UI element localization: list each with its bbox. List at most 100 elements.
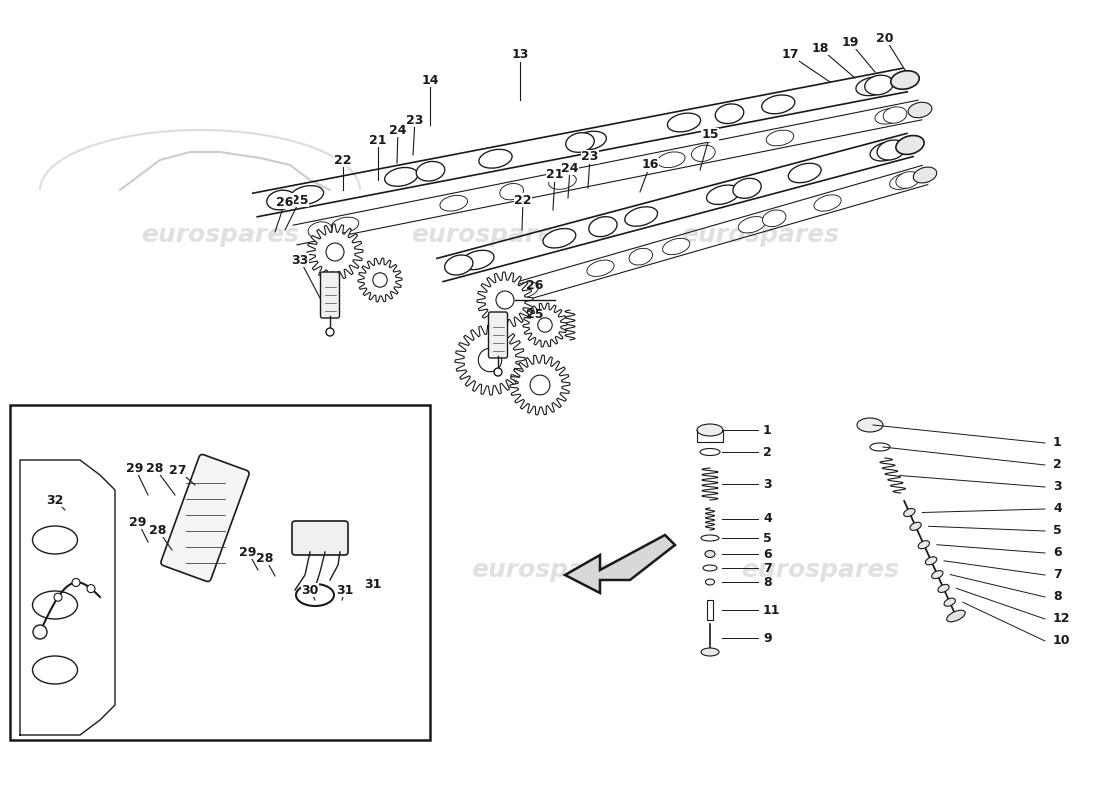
Ellipse shape [33,591,77,619]
Text: 29: 29 [240,546,256,558]
Text: 2: 2 [1053,458,1062,471]
Text: 29: 29 [126,462,144,474]
Text: 17: 17 [781,49,799,62]
Ellipse shape [883,107,906,123]
Text: 24: 24 [561,162,579,174]
Bar [707,600,713,620]
Ellipse shape [870,443,890,451]
Text: 33: 33 [292,254,309,266]
Text: 22: 22 [334,154,352,166]
Text: 25: 25 [292,194,309,206]
Ellipse shape [697,424,723,436]
FancyBboxPatch shape [292,521,348,555]
Text: 4: 4 [763,513,772,526]
Ellipse shape [909,102,932,118]
Ellipse shape [461,250,494,270]
Ellipse shape [701,535,719,541]
Text: 5: 5 [1053,525,1062,538]
Text: 11: 11 [763,603,781,617]
Text: 21: 21 [547,169,563,182]
Text: 30: 30 [301,583,319,597]
Ellipse shape [573,131,606,150]
Text: 5: 5 [763,531,772,545]
Ellipse shape [918,541,930,549]
Text: 31: 31 [364,578,382,591]
Text: 12: 12 [1053,613,1070,626]
Text: 2: 2 [763,446,772,458]
Ellipse shape [874,108,903,124]
Text: 7: 7 [1053,569,1062,582]
Ellipse shape [543,229,575,248]
Polygon shape [510,355,570,415]
Ellipse shape [658,152,685,168]
Polygon shape [307,224,363,280]
Ellipse shape [496,286,519,303]
Polygon shape [455,325,525,395]
Text: eurospares: eurospares [141,558,299,582]
Ellipse shape [512,282,538,298]
Ellipse shape [703,565,717,571]
Text: 10: 10 [1053,634,1070,647]
Text: 16: 16 [641,158,659,171]
Ellipse shape [587,260,614,277]
Text: 23: 23 [581,150,598,163]
Circle shape [87,585,95,593]
Polygon shape [20,460,115,735]
Text: 26: 26 [526,279,543,292]
Circle shape [530,375,550,395]
FancyBboxPatch shape [161,454,249,582]
Ellipse shape [588,217,617,237]
Ellipse shape [762,210,785,226]
Ellipse shape [444,255,473,275]
Text: 8: 8 [1053,590,1062,603]
Text: 22: 22 [515,194,531,206]
Ellipse shape [662,238,690,254]
Circle shape [72,578,80,586]
Text: 26: 26 [276,195,294,209]
Text: 9: 9 [763,631,771,645]
Polygon shape [358,258,402,302]
Text: eurospares: eurospares [411,223,569,247]
Circle shape [326,243,344,261]
Ellipse shape [944,598,956,606]
Text: 32: 32 [46,494,64,506]
Ellipse shape [290,186,323,204]
Ellipse shape [877,140,905,160]
Ellipse shape [565,133,594,152]
Text: 3: 3 [1053,481,1062,494]
Ellipse shape [904,509,915,517]
Text: 3: 3 [763,478,771,490]
Ellipse shape [692,145,715,162]
Text: 18: 18 [812,42,828,54]
Text: 19: 19 [842,35,859,49]
Text: 13: 13 [512,49,529,62]
Ellipse shape [385,167,418,186]
Ellipse shape [629,248,652,265]
Ellipse shape [738,217,766,233]
Ellipse shape [266,190,295,210]
FancyBboxPatch shape [320,272,340,318]
Text: eurospares: eurospares [141,223,299,247]
Ellipse shape [701,648,719,656]
Ellipse shape [910,522,921,530]
Text: 27: 27 [169,463,187,477]
Text: 25: 25 [526,308,543,321]
Ellipse shape [932,570,943,578]
Text: 7: 7 [763,562,772,574]
Text: 6: 6 [1053,546,1062,559]
Text: 14: 14 [421,74,439,86]
Ellipse shape [668,113,701,132]
Ellipse shape [925,557,937,565]
Text: 29: 29 [130,515,146,529]
Ellipse shape [700,449,720,455]
Ellipse shape [890,173,917,190]
Text: eurospares: eurospares [741,558,899,582]
Circle shape [373,273,387,287]
Ellipse shape [895,135,924,154]
Ellipse shape [856,77,889,96]
Ellipse shape [767,130,794,146]
Text: 28: 28 [146,462,164,474]
Bar [10,405,430,740]
Text: 15: 15 [702,129,718,142]
Text: 4: 4 [1053,502,1062,515]
